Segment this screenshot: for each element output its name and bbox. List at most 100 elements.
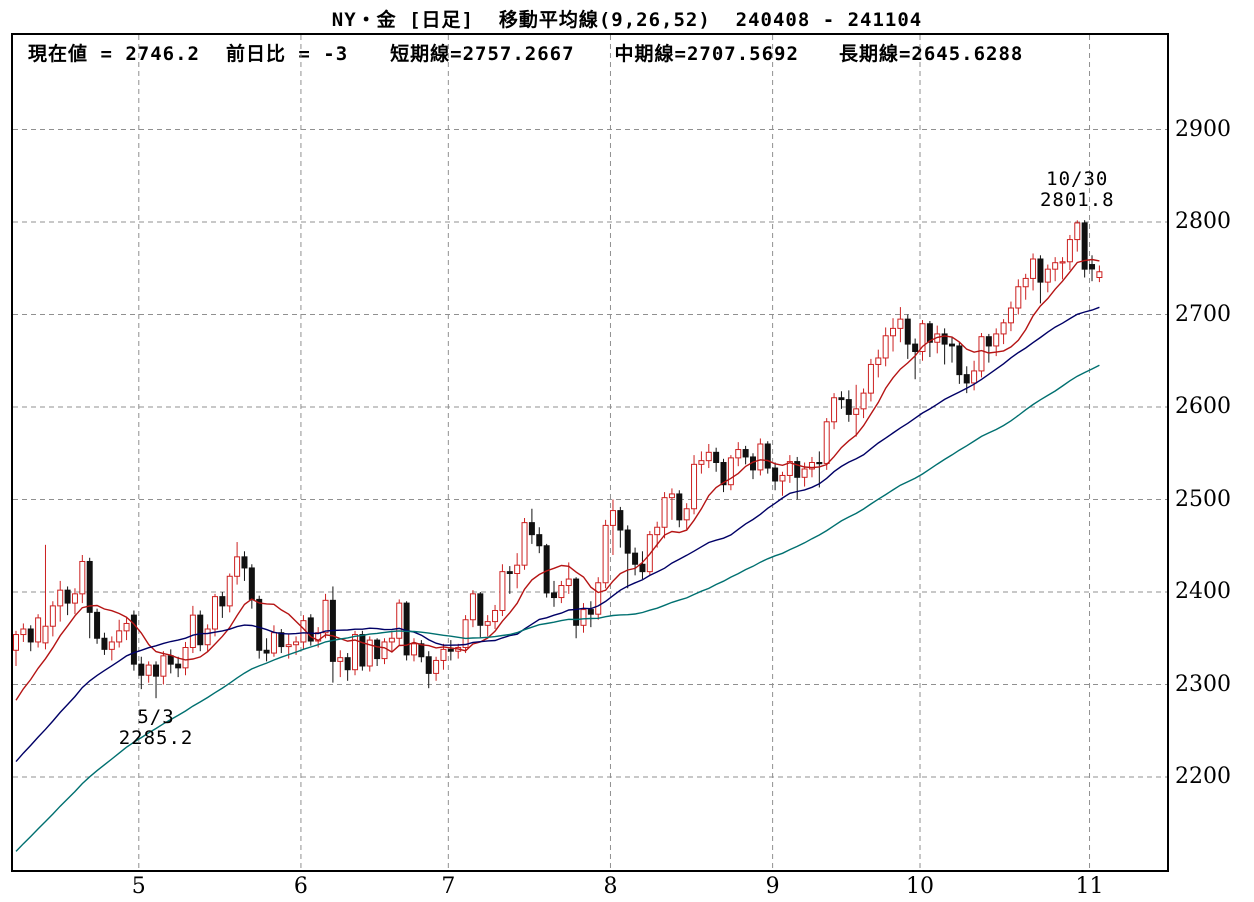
candle-up bbox=[35, 617, 42, 643]
candles-layer bbox=[13, 220, 1103, 699]
candle-down bbox=[956, 345, 963, 376]
candle-up bbox=[79, 560, 86, 595]
candle-up bbox=[1044, 268, 1051, 283]
candle-up bbox=[683, 508, 690, 521]
x-axis-tick-month: 6 bbox=[293, 874, 308, 899]
candle-down bbox=[587, 609, 594, 615]
candle-up bbox=[786, 461, 793, 476]
annotation-high: 10/30 2801.8 bbox=[1007, 169, 1147, 211]
candle-down bbox=[219, 596, 226, 607]
candle-up bbox=[1059, 261, 1066, 264]
candle-up bbox=[705, 451, 712, 462]
candle-up bbox=[145, 664, 152, 676]
y-axis-tick: 2200 bbox=[1175, 764, 1231, 789]
candle-down bbox=[632, 552, 639, 565]
y-axis-tick: 2900 bbox=[1175, 116, 1231, 142]
candle-up bbox=[337, 657, 344, 662]
candle-down bbox=[985, 336, 992, 347]
candle-down bbox=[639, 563, 646, 573]
candle-up bbox=[831, 397, 838, 423]
candle-up bbox=[469, 593, 476, 621]
annotation-high-date: 10/30 bbox=[1046, 168, 1109, 191]
candle-up bbox=[366, 639, 373, 667]
day-change-label: 前日比 = -3 bbox=[225, 43, 349, 65]
candle-up bbox=[971, 370, 978, 384]
candle-up bbox=[1015, 286, 1022, 309]
candle-down bbox=[536, 534, 543, 547]
candle-up bbox=[410, 643, 417, 656]
candle-down bbox=[963, 374, 970, 384]
candle-down bbox=[153, 664, 160, 677]
candle-up bbox=[352, 634, 359, 671]
candle-up bbox=[801, 468, 808, 478]
candle-up bbox=[919, 323, 926, 352]
candle-up bbox=[808, 462, 815, 470]
candle-up bbox=[1000, 322, 1007, 335]
candle-down bbox=[27, 628, 34, 643]
x-axis-tick-month: 5 bbox=[131, 874, 146, 899]
candle-up bbox=[580, 609, 587, 626]
candle-up bbox=[668, 493, 675, 499]
candle-up bbox=[1052, 262, 1059, 270]
candle-up bbox=[609, 510, 616, 526]
candle-down bbox=[241, 556, 248, 569]
y-axis-tick: 2300 bbox=[1175, 671, 1231, 697]
ma-mid-line bbox=[15, 306, 1100, 763]
y-axis-tick: 2700 bbox=[1175, 301, 1231, 327]
candle-up bbox=[396, 602, 403, 639]
candle-up bbox=[182, 647, 189, 669]
candle-down bbox=[167, 655, 174, 665]
candle-down bbox=[418, 643, 425, 658]
candle-up bbox=[1030, 258, 1037, 279]
candle-down bbox=[86, 560, 93, 613]
candle-up bbox=[388, 637, 395, 643]
x-axis-tick-month: 9 bbox=[765, 874, 780, 899]
candle-up bbox=[875, 357, 882, 365]
x-axis-tick-month: 11 bbox=[1075, 874, 1104, 899]
candle-down bbox=[263, 649, 270, 654]
candle-up bbox=[1022, 277, 1029, 288]
candle-down bbox=[307, 617, 314, 642]
candle-up bbox=[860, 392, 867, 410]
candle-down bbox=[344, 657, 351, 671]
ma-short-line bbox=[15, 258, 1100, 701]
candle-down bbox=[676, 493, 683, 521]
candle-down bbox=[912, 343, 919, 353]
candle-down bbox=[477, 593, 484, 626]
candle-up bbox=[285, 644, 292, 648]
candle-up bbox=[71, 593, 78, 604]
candle-up bbox=[160, 655, 167, 677]
ma-long-value-label: 長期線=2645.6288 bbox=[838, 43, 1024, 65]
y-axis-tick: 2600 bbox=[1175, 394, 1231, 419]
candle-down bbox=[816, 462, 823, 465]
candle-up bbox=[993, 333, 1000, 347]
candle-down bbox=[624, 529, 631, 554]
candle-up bbox=[484, 621, 491, 626]
info-bar: 現在値 = 2746.2 前日比 = -3 短期線=2757.2667 中期線=270… bbox=[28, 39, 1023, 66]
candle-down bbox=[175, 663, 182, 669]
candle-up bbox=[381, 641, 388, 660]
candle-up bbox=[20, 628, 27, 636]
ma-long-line bbox=[15, 364, 1100, 852]
candle-up bbox=[226, 575, 233, 607]
candle-down bbox=[1089, 264, 1096, 270]
candle-down bbox=[130, 614, 137, 665]
candle-down bbox=[926, 323, 933, 343]
annotation-low-date: 5/3 bbox=[137, 706, 175, 729]
candle-down bbox=[403, 602, 410, 656]
candle-up bbox=[322, 599, 329, 634]
candle-up bbox=[882, 335, 889, 359]
candle-up bbox=[727, 457, 734, 486]
candle-up bbox=[698, 460, 705, 465]
candle-up bbox=[691, 463, 698, 510]
y-axis-tick: 2500 bbox=[1175, 486, 1231, 512]
candle-down bbox=[904, 318, 911, 345]
candle-down bbox=[528, 522, 535, 536]
candle-up bbox=[123, 622, 130, 632]
annotation-low-value: 2285.2 bbox=[118, 727, 194, 750]
candle-down bbox=[374, 639, 381, 660]
candle-up bbox=[492, 610, 499, 623]
candle-up bbox=[189, 614, 196, 648]
candle-up bbox=[661, 497, 668, 528]
